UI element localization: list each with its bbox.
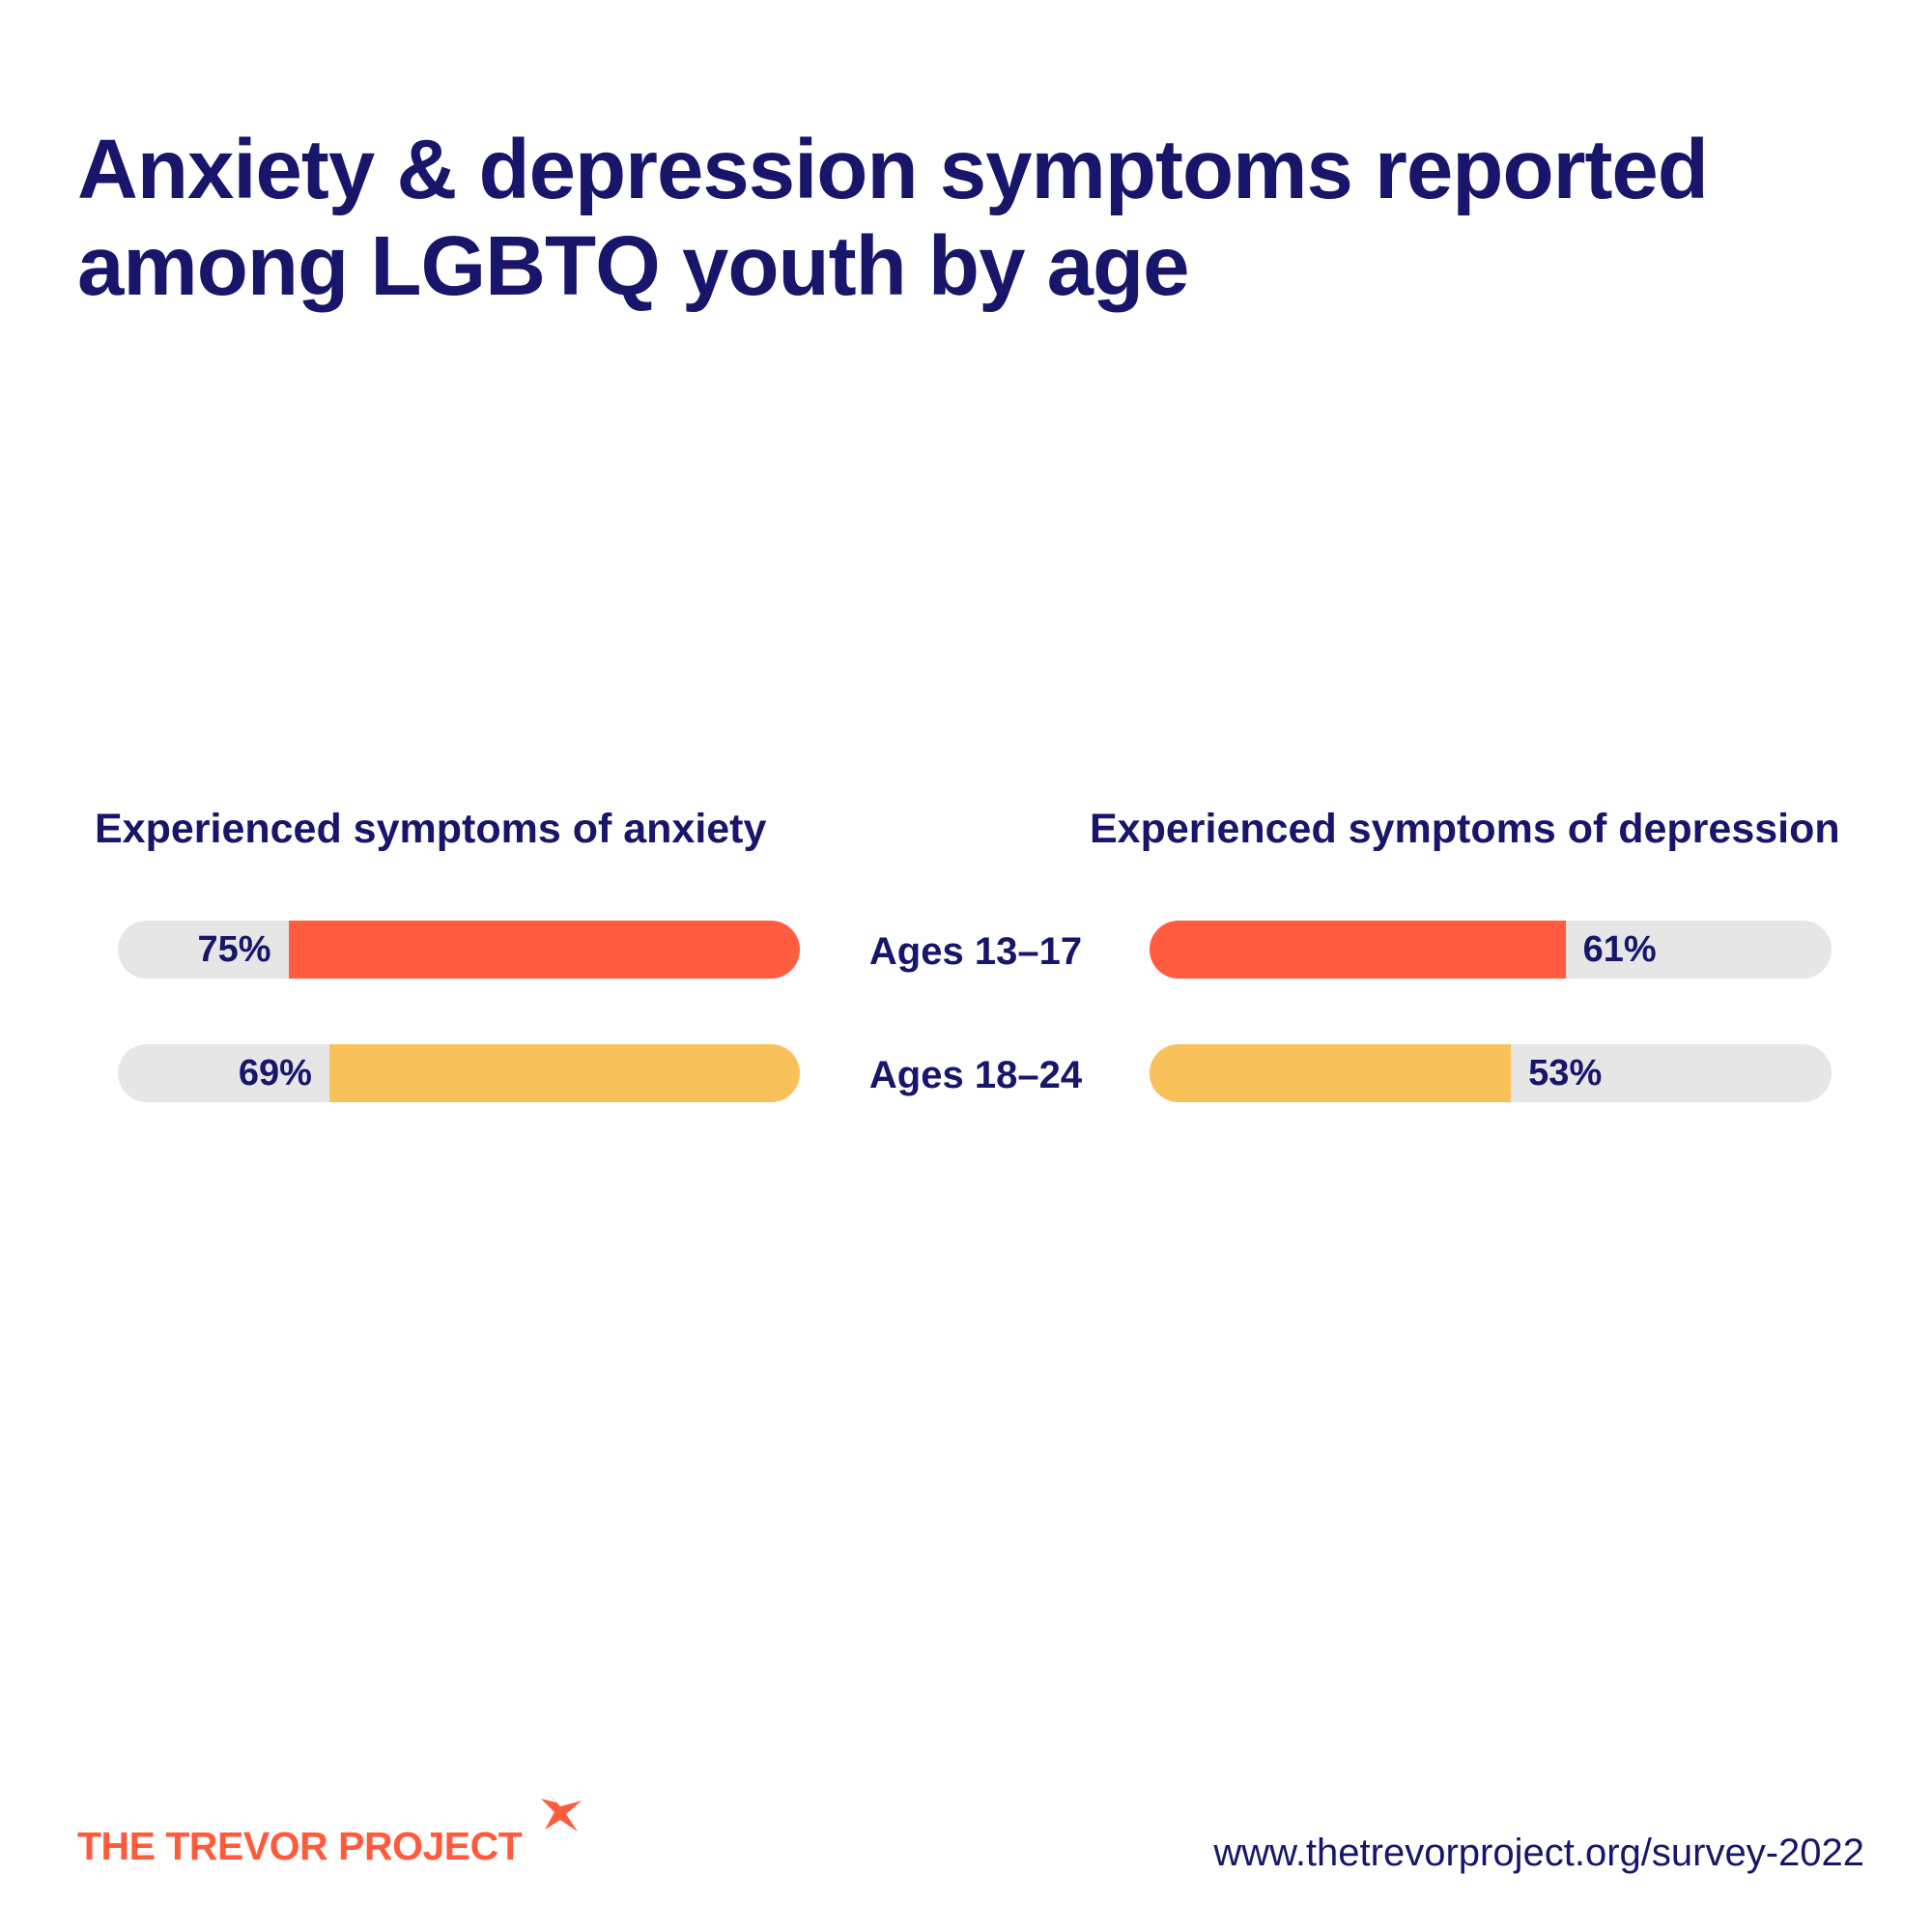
depression-panel-heading: Experienced symptoms of depression xyxy=(1090,806,1840,852)
anxiety-bar-ages-18-24 xyxy=(328,1044,800,1102)
anxiety-bar-track-ages-13-17 xyxy=(118,921,800,979)
anxiety-bar-track-ages-18-24 xyxy=(118,1044,800,1102)
depression-value-label-ages-18-24: 53% xyxy=(1528,1053,1603,1094)
chart-title-line-2: among LGBTQ youth by age xyxy=(77,219,1190,313)
chart-title: Anxiety & depression symptoms reported a… xyxy=(77,122,1816,315)
anxiety-panel-heading: Experienced symptoms of anxiety xyxy=(95,806,767,852)
anxiety-value-label-ages-13-17: 75% xyxy=(197,929,271,970)
chart-title-line-1: Anxiety & depression symptoms reported xyxy=(77,123,1709,216)
depression-bar-ages-18-24 xyxy=(1150,1044,1512,1102)
depression-value-label-ages-13-17: 61% xyxy=(1582,929,1657,970)
survey-url: www.thetrevorproject.org/survey-2022 xyxy=(1213,1832,1864,1874)
depression-bar-ages-13-17 xyxy=(1150,921,1566,979)
anxiety-bar-ages-13-17 xyxy=(288,921,800,979)
category-label-ages-13-17: Ages 13–17 xyxy=(868,930,1083,973)
logo-star-icon xyxy=(541,1791,582,1832)
trevor-project-logo: THE TREVOR PROJECT xyxy=(77,1824,523,1868)
anxiety-value-label-ages-18-24: 69% xyxy=(238,1053,312,1094)
category-label-ages-18-24: Ages 18–24 xyxy=(868,1054,1083,1096)
depression-bar-track-ages-13-17 xyxy=(1150,921,1832,979)
depression-bar-track-ages-18-24 xyxy=(1150,1044,1832,1102)
